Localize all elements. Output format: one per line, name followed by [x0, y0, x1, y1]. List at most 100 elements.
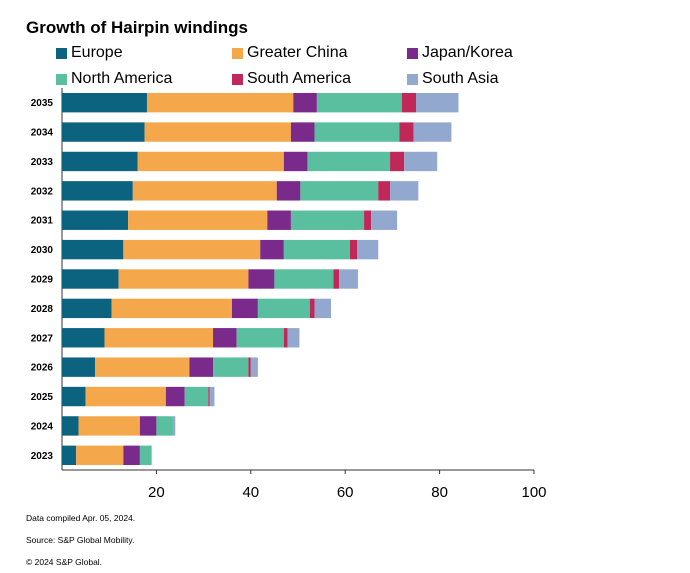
bar-2030-europe — [62, 239, 124, 260]
bar-2031-south-america — [364, 210, 372, 230]
y-tick-label-2029: 2029 — [31, 275, 54, 286]
note-data-compiled: Data compiled Apr. 05, 2024. — [26, 513, 136, 523]
legend-item-north-america: North America — [56, 70, 172, 88]
legend-label-south-america: South America — [247, 70, 352, 87]
bar-2024-north-america — [156, 416, 173, 436]
bar-2028-europe — [62, 298, 112, 319]
bar-2026-japan-korea — [189, 357, 214, 377]
x-tick-label-20: 20 — [148, 484, 165, 501]
bar-2030-japan-korea — [260, 239, 284, 260]
legend-swatch-europe — [56, 47, 67, 59]
bar-2024-europe — [62, 416, 79, 436]
bar-2028-south-asia — [314, 298, 332, 319]
legend-label-greater-china: Greater China — [247, 44, 348, 61]
bar-2027-japan-korea — [213, 328, 237, 348]
bar-2031-south-asia — [371, 210, 398, 230]
bar-2026-greater-china — [95, 357, 190, 377]
bar-2030-south-america — [349, 239, 357, 260]
bar-2029-south-america — [333, 269, 340, 289]
bar-2031-europe — [62, 210, 129, 230]
bar-2030-south-asia — [357, 239, 379, 260]
bar-2023-greater-china — [76, 445, 124, 466]
y-tick-label-2031: 2031 — [31, 216, 54, 227]
legend-swatch-south-america — [232, 73, 243, 85]
chart-title: Growth of Hairpin windings — [26, 18, 248, 37]
bar-2026-south-america — [248, 357, 251, 377]
bar-2025-greater-china — [85, 386, 166, 407]
bar-2025-south-asia — [209, 386, 215, 407]
bar-2033-greater-china — [137, 151, 284, 172]
bar-2027-europe — [62, 328, 105, 348]
bar-2029-japan-korea — [248, 269, 275, 289]
bar-2031-japan-korea — [267, 210, 291, 230]
y-tick-label-2028: 2028 — [31, 304, 54, 315]
bar-2032-south-america — [378, 181, 391, 201]
bar-2034-south-america — [399, 122, 414, 142]
bar-2024-south-asia — [172, 416, 176, 436]
bar-2028-japan-korea — [231, 298, 258, 319]
bar-2035-south-asia — [416, 92, 459, 113]
bar-2025-europe — [62, 386, 86, 407]
bar-2035-europe — [62, 92, 147, 113]
bar-2024-greater-china — [78, 416, 140, 436]
bar-2030-greater-china — [123, 239, 261, 260]
bar-2035-greater-china — [146, 92, 294, 113]
bar-2033-south-america — [390, 151, 405, 172]
y-tick-label-2023: 2023 — [31, 451, 54, 462]
x-tick-label-40: 40 — [242, 484, 259, 501]
bar-2032-greater-china — [132, 181, 277, 201]
y-tick-label-2032: 2032 — [31, 186, 54, 197]
bar-2031-greater-china — [128, 210, 268, 230]
note-copyright: © 2024 S&P Global. — [26, 557, 103, 567]
bar-2033-europe — [62, 151, 138, 172]
bar-2033-north-america — [307, 151, 391, 172]
bar-2032-south-asia — [390, 181, 419, 201]
x-tick-label-60: 60 — [337, 484, 354, 501]
legend-label-japan-korea: Japan/Korea — [422, 44, 513, 61]
bar-2026-europe — [62, 357, 96, 377]
legend-swatch-greater-china — [232, 47, 243, 59]
bar-2034-north-america — [314, 122, 400, 142]
legend-item-greater-china: Greater China — [232, 44, 348, 62]
y-tick-label-2030: 2030 — [31, 245, 54, 256]
legend-item-south-asia: South Asia — [407, 70, 499, 88]
bar-2032-north-america — [300, 181, 379, 201]
bar-2028-south-america — [309, 298, 315, 319]
bar-2031-north-america — [290, 210, 365, 230]
y-tick-label-2025: 2025 — [31, 392, 54, 403]
legend-item-south-america: South America — [232, 70, 351, 88]
bar-2025-north-america — [184, 386, 209, 407]
legend-swatch-south-asia — [407, 73, 418, 85]
bar-2034-south-asia — [413, 122, 452, 142]
y-tick-label-2034: 2034 — [31, 128, 54, 139]
legend-swatch-north-america — [56, 73, 67, 85]
bar-2029-europe — [62, 269, 119, 289]
bar-2030-north-america — [283, 239, 350, 260]
x-tick-label-80: 80 — [431, 484, 448, 501]
bar-2033-south-asia — [404, 151, 438, 172]
y-tick-label-2035: 2035 — [31, 98, 54, 109]
bar-2029-south-asia — [339, 269, 358, 289]
bar-2029-north-america — [274, 269, 334, 289]
bar-2035-north-america — [316, 92, 402, 113]
y-tick-label-2027: 2027 — [31, 333, 54, 344]
bar-2035-japan-korea — [293, 92, 317, 113]
legend-item-japan-korea: Japan/Korea — [407, 44, 513, 62]
bar-2034-greater-china — [144, 122, 291, 142]
legend-swatch-japan-korea — [407, 47, 418, 59]
bar-2027-greater-china — [104, 328, 214, 348]
bar-2027-south-america — [283, 328, 288, 348]
bar-2027-north-america — [236, 328, 284, 348]
bar-2035-south-america — [401, 92, 416, 113]
bar-2023-north-america — [139, 445, 152, 466]
bar-2032-europe — [62, 181, 133, 201]
legend-label-south-asia: South Asia — [422, 70, 499, 87]
bar-2033-japan-korea — [283, 151, 308, 172]
y-tick-label-2024: 2024 — [31, 421, 54, 432]
footnotes: Data compiled Apr. 05, 2024. Source: S&P… — [26, 507, 135, 573]
legend-item-europe: Europe — [56, 44, 123, 62]
note-source: Source: S&P Global Mobility. — [26, 535, 135, 545]
bar-2028-greater-china — [111, 298, 232, 319]
bar-2025-south-america — [208, 386, 210, 407]
bar-2024-japan-korea — [139, 416, 157, 436]
